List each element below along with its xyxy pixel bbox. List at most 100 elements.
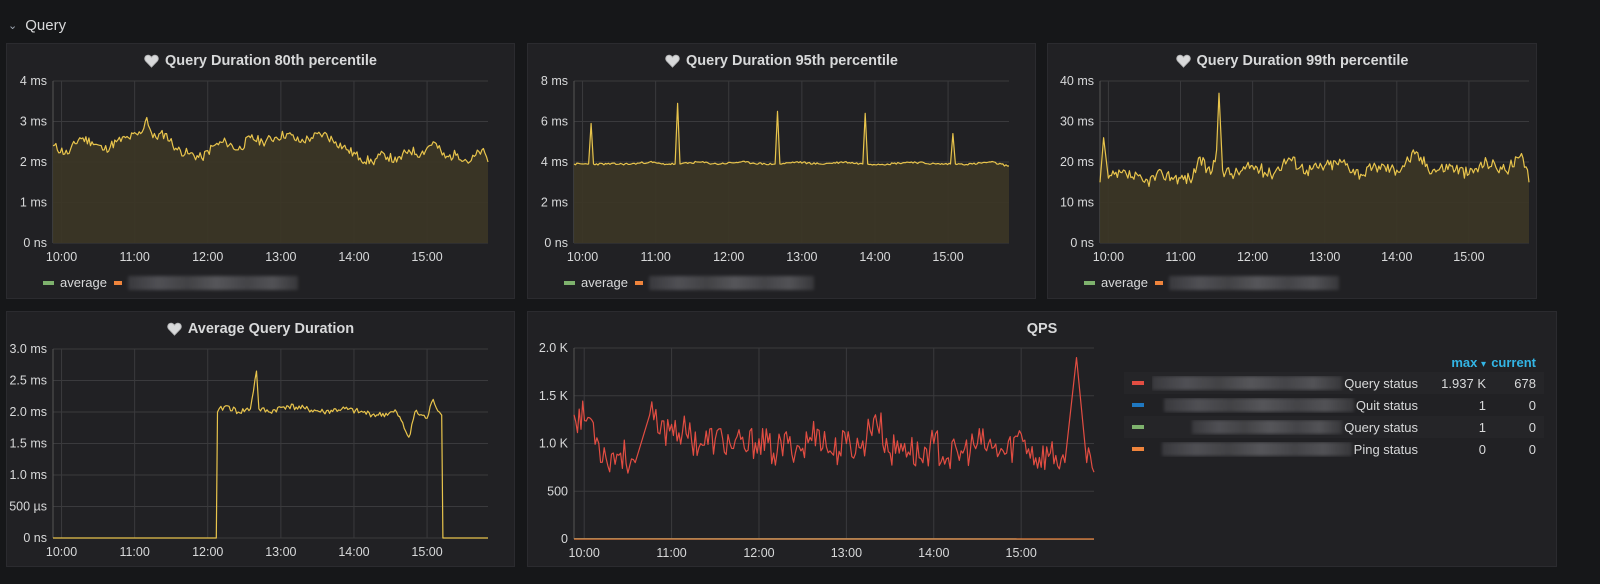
- series-name: Ping status: [1152, 442, 1418, 457]
- y-tick-label: 4 ms: [20, 74, 47, 88]
- series-label: Quit status: [1355, 397, 1418, 413]
- x-tick-label: 11:00: [119, 250, 149, 264]
- series-max-value: 1.937 K: [1441, 375, 1486, 391]
- y-tick-label: 3 ms: [20, 115, 47, 129]
- y-tick-label: 500 µs: [9, 500, 47, 514]
- chart-area[interactable]: 0 ns 500 µs 1.0 ms 1.5 ms 2.0 ms 2.5 ms 3.0 ms…: [7, 312, 516, 568]
- y-tick-label: 2 ms: [541, 196, 568, 210]
- y-tick-label: 0: [561, 532, 568, 546]
- panel-title[interactable]: Query Duration 95th percentile: [528, 53, 1035, 69]
- panel-query-duration-p80[interactable]: Query Duration 80th percentile 0 ns 1 ms 2…: [6, 43, 515, 299]
- panel-query-duration-p99[interactable]: Query Duration 99th percentile 0 ns 10 ms…: [1047, 43, 1537, 299]
- legend-swatch: [1154, 280, 1163, 285]
- series-current-value: 0: [1528, 397, 1536, 413]
- y-tick-label: 40 ms: [1060, 74, 1094, 88]
- column-header-label: max: [1451, 354, 1478, 370]
- chart-area[interactable]: 0 500 1.0 K 1.5 K 2.0 K 10:00 11:00 12:00 13:00 1…: [528, 312, 1108, 568]
- redacted-label: [1163, 398, 1354, 412]
- chart-area[interactable]: 0 ns 2 ms 4 ms 6 ms 8 ms 10:00 11:00 12:00 13:00…: [528, 44, 1037, 300]
- legend-swatch: [1132, 381, 1144, 385]
- legend-item-average[interactable]: average: [564, 275, 628, 290]
- y-tick-label: 0 ns: [1070, 236, 1094, 250]
- column-header-current[interactable]: current: [1491, 354, 1536, 370]
- legend-table-row[interactable]: Query status 1 0: [1124, 416, 1544, 438]
- legend-table-row[interactable]: Query status 1.937 K 678: [1124, 372, 1544, 394]
- redacted-label: [1192, 420, 1343, 434]
- x-tick-label: 14:00: [338, 250, 369, 264]
- x-tick-label: 11:00: [1165, 250, 1195, 264]
- series-current-value: 0: [1528, 441, 1536, 457]
- heart-icon: [665, 54, 680, 68]
- chart-area[interactable]: 0 ns 1 ms 2 ms 3 ms 4 ms 10:00 11:00 12:00 13:00…: [7, 44, 516, 300]
- legend-table-header: max ▾ current: [1124, 352, 1544, 372]
- x-tick-label: 14:00: [918, 546, 949, 560]
- panel-query-duration-p95[interactable]: Query Duration 95th percentile 0 ns 2 ms 4…: [527, 43, 1036, 299]
- legend-swatch: [1132, 403, 1144, 407]
- series-label: Ping status: [1353, 441, 1418, 457]
- panel-title[interactable]: QPS: [528, 321, 1556, 337]
- legend-swatch: [1084, 280, 1095, 285]
- series-name: Query status: [1152, 420, 1418, 435]
- legend-item-redacted[interactable]: [1154, 275, 1339, 290]
- series-area-fill: [1100, 93, 1529, 243]
- panel-average-query-duration[interactable]: Average Query Duration 0 ns 500 µs 1.0 ms 1…: [6, 311, 515, 567]
- x-tick-label: 12:00: [713, 250, 744, 264]
- y-tick-label: 20 ms: [1060, 155, 1094, 169]
- legend-item-average[interactable]: average: [43, 275, 107, 290]
- series-max-value: 0: [1478, 441, 1486, 457]
- x-tick-label: 10:00: [567, 250, 598, 264]
- y-tick-label: 2.0 ms: [9, 405, 47, 419]
- series-area-fill: [574, 103, 1009, 243]
- heart-icon: [167, 322, 182, 336]
- series-line-average: [573, 102, 1009, 167]
- x-tick-label: 11:00: [119, 545, 149, 559]
- series-line-average: [53, 370, 488, 539]
- heart-icon: [144, 54, 159, 68]
- y-tick-label: 1.5 ms: [9, 437, 47, 451]
- legend-swatch: [1132, 425, 1144, 429]
- panel-title-text: Query Duration 99th percentile: [1196, 53, 1409, 69]
- heart-icon: [1175, 54, 1191, 68]
- panel-title-text: Query Duration 95th percentile: [686, 53, 898, 69]
- x-tick-label: 11:00: [656, 546, 686, 560]
- legend-item-average[interactable]: average: [1084, 275, 1148, 290]
- chart-area[interactable]: 0 ns 10 ms 20 ms 30 ms 40 ms 10:00 11:00 12:00 1…: [1048, 44, 1538, 300]
- legend-item-redacted[interactable]: [113, 275, 298, 290]
- x-tick-label: 13:00: [786, 250, 817, 264]
- panel-qps[interactable]: QPS 0 500 1.0 K 1.5 K 2.0 K 10:00 11:00 12:00 13…: [527, 311, 1557, 567]
- x-tick-label: 14:00: [859, 250, 890, 264]
- x-tick-label: 10:00: [569, 546, 600, 560]
- panel-title-text: Query Duration 80th percentile: [165, 53, 377, 69]
- legend: average: [1084, 275, 1339, 290]
- panel-title[interactable]: Query Duration 80th percentile: [7, 53, 514, 69]
- x-tick-label: 12:00: [1237, 250, 1268, 264]
- x-tick-label: 15:00: [932, 250, 963, 264]
- y-tick-label: 1.5 K: [539, 389, 569, 403]
- y-tick-label: 0 ns: [544, 236, 568, 250]
- panel-title[interactable]: Average Query Duration: [7, 321, 514, 337]
- legend-table: max ▾ current Query status 1.937 K 678 Quit…: [1124, 352, 1544, 460]
- series-current-value: 0: [1528, 419, 1536, 435]
- legend: average: [564, 275, 814, 290]
- sort-desc-icon: ▾: [1480, 358, 1486, 370]
- y-tick-label: 2.0 K: [539, 341, 569, 355]
- series-label: Query status: [1344, 419, 1418, 435]
- series-current-value: 678: [1514, 375, 1536, 391]
- y-tick-label: 30 ms: [1060, 115, 1094, 129]
- x-tick-label: 13:00: [265, 250, 296, 264]
- series-max-value: 1: [1478, 397, 1486, 413]
- x-tick-label: 14:00: [1381, 250, 1412, 264]
- y-tick-label: 2 ms: [20, 155, 47, 169]
- panel-title[interactable]: Query Duration 99th percentile: [1048, 53, 1536, 69]
- y-tick-label: 3.0 ms: [9, 342, 47, 356]
- y-tick-label: 4 ms: [541, 155, 568, 169]
- x-tick-label: 15:00: [1453, 250, 1484, 264]
- chevron-down-icon[interactable]: ⌄: [8, 19, 18, 32]
- legend-item-redacted[interactable]: [634, 275, 814, 290]
- row-header-query[interactable]: ⌄ Query: [8, 14, 66, 36]
- legend: average: [43, 275, 298, 290]
- legend-table-row[interactable]: Ping status 0 0: [1124, 438, 1544, 460]
- column-header-max[interactable]: max ▾: [1418, 355, 1486, 370]
- legend-table-row[interactable]: Quit status 1 0: [1124, 394, 1544, 416]
- y-tick-label: 1 ms: [20, 196, 47, 210]
